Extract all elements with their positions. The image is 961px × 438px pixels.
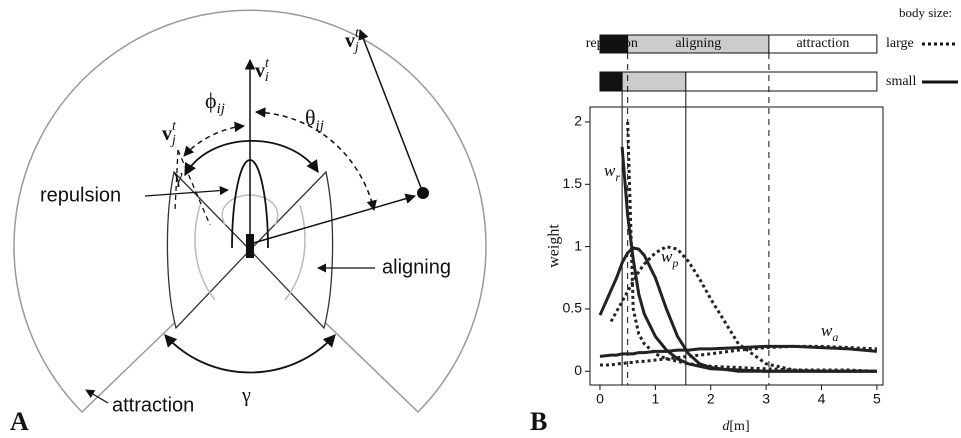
base: θ [305, 105, 316, 130]
x-tick-label: 2 [707, 391, 715, 407]
sub: i [265, 70, 269, 85]
gamma-dashes [174, 149, 211, 226]
label-gamma-bottom: γ [241, 385, 251, 407]
sup: t [355, 26, 360, 41]
base: v [162, 123, 172, 145]
sup: t [265, 56, 270, 71]
label-repulsion: repulsion [40, 184, 121, 206]
sup: t [172, 119, 177, 134]
base: w [604, 161, 616, 180]
y-tick-label: 2 [574, 113, 582, 129]
label-vi: vt i [255, 56, 270, 85]
x-tick-label: 5 [873, 391, 881, 407]
gamma-arc-bottom [164, 334, 336, 374]
sub: ij [217, 101, 225, 117]
base: v [255, 60, 265, 82]
zone-repulsion [599, 71, 623, 92]
curve-label-wr: wr [604, 161, 620, 184]
distance-line [249, 193, 417, 245]
base: v [345, 30, 355, 52]
plot-frame [589, 106, 884, 386]
sub: j [353, 40, 359, 55]
y-tick-label: 1 [574, 237, 582, 253]
curve-label-wp: wp [661, 247, 678, 270]
label-vj-right: vt j [345, 26, 360, 55]
label-aligning: aligning [382, 256, 451, 278]
y-tick-label: 0.5 [563, 300, 583, 316]
attraction-pointer [85, 389, 109, 404]
zone-aligning [621, 71, 687, 92]
x-label-unit: [m] [729, 419, 749, 434]
label-phi: ϕij [205, 88, 225, 117]
sub: r [615, 170, 620, 184]
legend-title: body size: [899, 5, 952, 20]
label-attraction: attraction [112, 394, 194, 416]
zone-label: attraction [796, 36, 849, 51]
label-gamma-top: γ [173, 166, 183, 188]
panel-letter-a: A [10, 407, 29, 436]
y-tick-label: 1.5 [563, 175, 583, 191]
base: w [821, 321, 833, 340]
base: w [661, 247, 673, 266]
sub: a [832, 330, 838, 344]
sub: p [671, 256, 678, 270]
zone-label: repulsion [586, 36, 638, 51]
label-vj-left: vt j [162, 119, 177, 148]
legend-label: large [886, 36, 914, 51]
theta-arc [254, 107, 377, 212]
curve [598, 246, 877, 373]
panel-a-diagram [13, 9, 487, 414]
zone-attraction [768, 34, 878, 54]
x-label-var: d [722, 419, 730, 434]
plot-area [598, 121, 878, 373]
legend-label: small [886, 74, 916, 89]
x-tick-label: 1 [651, 391, 659, 407]
x-tick-label: 4 [818, 391, 826, 407]
gamma-arc-top [184, 139, 319, 177]
x-axis-label: d[m] [722, 419, 749, 434]
sub: j [170, 133, 176, 148]
base: ϕ [205, 88, 217, 113]
panel-letter-b: B [530, 407, 547, 436]
curve [599, 344, 877, 367]
x-tick-label: 3 [762, 391, 770, 407]
label-theta: θij [305, 105, 324, 134]
x-tick-label: 0 [596, 391, 604, 407]
curve [599, 344, 878, 358]
zone-label: aligning [675, 36, 721, 51]
curve [626, 121, 877, 373]
sub: ij [316, 118, 324, 134]
curve-label-wa: wa [821, 321, 838, 344]
zone-attraction [685, 71, 878, 92]
repulsion-pointer [144, 186, 229, 197]
y-tick-label: 0 [574, 362, 582, 378]
vector-vj [358, 29, 424, 194]
y-axis-label: weight [546, 224, 563, 268]
